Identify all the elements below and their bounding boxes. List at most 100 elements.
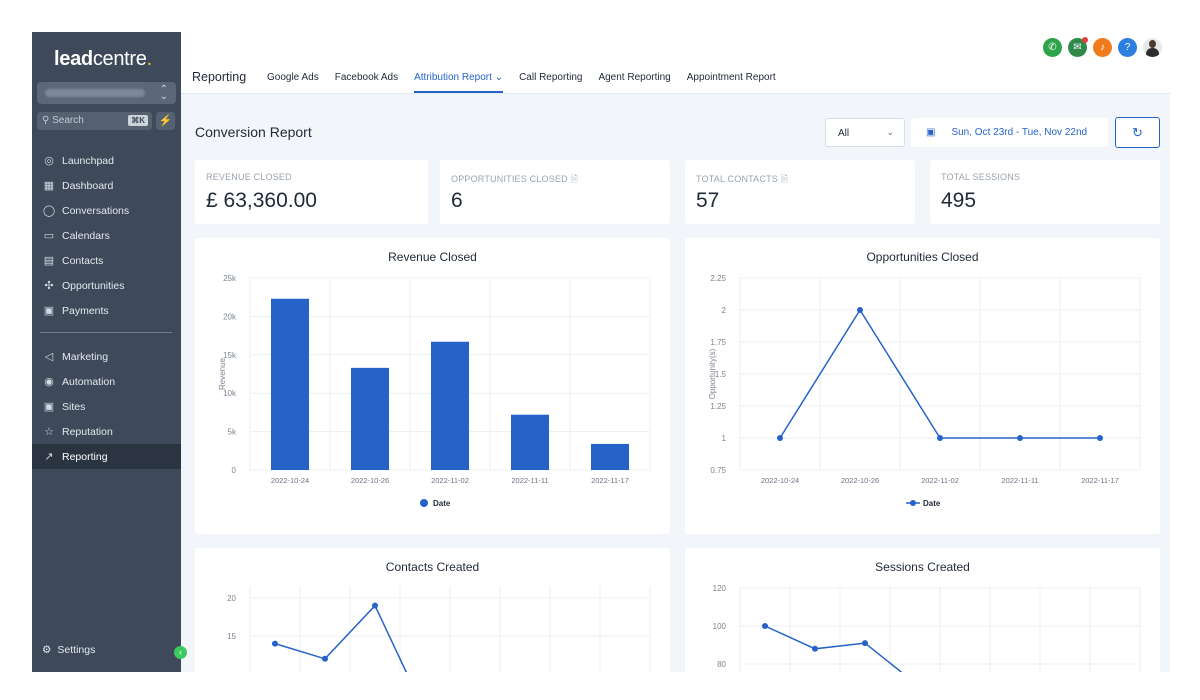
sidebar: leadcentre. ⌃ ⌄ ⚲ Search ⌘K ⚡ ◎ Launchpad ▦ D… — [32, 32, 187, 672]
payments-icon: ▣ — [43, 305, 55, 317]
data-point — [1097, 435, 1103, 441]
quick-action-bolt-icon[interactable]: ⚡ — [156, 112, 175, 130]
app-logo[interactable]: leadcentre. — [54, 48, 152, 70]
data-point — [762, 623, 768, 629]
y-tick-label: 100 — [713, 622, 727, 631]
y-tick-label: 80 — [717, 660, 726, 669]
sidebar-item-label: Sites — [62, 400, 86, 413]
revenue-bar-chart: 0 5k 10k 15k 20k 25k Revenue 2022-10-24 2022-10-… — [218, 274, 651, 508]
stat-value: 495 — [941, 189, 977, 212]
sidebar-item-label: Marketing — [62, 350, 109, 363]
sites-icon: ▣ — [43, 401, 55, 413]
bell-icon[interactable]: ♪ — [1093, 38, 1112, 57]
y-tick-label: 20 — [227, 594, 236, 603]
x-tick-label: 2022-11-17 — [1081, 476, 1119, 485]
x-tick-label: 2022-10-26 — [841, 476, 879, 485]
sidebar-item-label: Automation — [62, 375, 116, 388]
sidebar-item-label: Reputation — [62, 425, 113, 438]
y-tick-label: 2 — [722, 306, 727, 315]
sidebar-item-automation[interactable]: ◉ Automation — [32, 369, 181, 394]
sidebar-item-label: Launchpad — [62, 154, 114, 167]
shortcut-badge: ⌘K — [128, 115, 148, 126]
y-tick-label: 20k — [223, 312, 237, 321]
legend-label: Date — [433, 499, 451, 508]
collapse-sidebar-icon[interactable]: ‹ — [174, 646, 187, 659]
dashboard-icon: ▦ — [43, 180, 55, 192]
filter-select[interactable]: All ⌄ — [825, 118, 905, 147]
rocket-icon: ◎ — [44, 155, 54, 167]
sidebar-item-settings[interactable]: ⚙ Settings — [42, 644, 96, 656]
sidebar-item-reporting[interactable]: ↗ Reporting — [32, 444, 181, 469]
tab-call-reporting[interactable]: Call Reporting — [519, 72, 583, 83]
automation-icon: ◉ — [44, 376, 54, 388]
tab-google-ads[interactable]: Google Ads — [267, 72, 319, 83]
nav-primary: ◎ Launchpad ▦ Dashboard ◯ Conversations ▭ Calen… — [32, 148, 181, 323]
search-input[interactable]: ⚲ Search ⌘K — [37, 112, 152, 130]
chart-card-contacts: Contacts Created 15 20 — [195, 548, 670, 672]
sidebar-item-label: Dashboard — [62, 179, 114, 192]
chevron-updown-icon: ⌃ ⌄ — [159, 84, 168, 102]
refresh-button[interactable]: ↻ — [1115, 117, 1160, 148]
x-tick-label: 2022-10-26 — [351, 476, 389, 485]
sidebar-item-label: Contacts — [62, 254, 104, 267]
y-tick-label: 15k — [223, 351, 237, 360]
tab-appointment-report[interactable]: Appointment Report — [686, 72, 776, 83]
sidebar-item-dashboard[interactable]: ▦ Dashboard — [32, 173, 181, 198]
legend-label: Date — [923, 499, 941, 508]
series-line — [764, 625, 903, 672]
star-icon: ☆ — [44, 426, 54, 438]
megaphone-icon[interactable]: ✉ — [1068, 37, 1088, 57]
bar — [431, 341, 469, 470]
sidebar-item-sites[interactable]: ▣ Sites — [32, 394, 181, 419]
sidebar-item-marketing[interactable]: ◁ Marketing — [32, 344, 181, 369]
y-tick-label: 0.75 — [710, 466, 726, 475]
sidebar-item-label: Calendars — [62, 229, 110, 242]
data-point — [812, 645, 818, 652]
chat-icon: ◯ — [42, 205, 56, 217]
chart-title: Contacts Created — [385, 560, 480, 574]
date-range-picker[interactable]: ▣ Sun, Oct 23rd - Tue, Nov 22nd — [911, 118, 1108, 147]
legend-marker — [420, 499, 428, 507]
sidebar-item-conversations[interactable]: ◯ Conversations — [32, 198, 181, 223]
bar — [511, 414, 549, 470]
sidebar-item-calendars[interactable]: ▭ Calendars — [32, 223, 181, 248]
bar — [271, 298, 309, 470]
y-axis-label: Revenue — [218, 357, 227, 390]
tab-attribution-report[interactable]: Attribution Report ⌄ — [414, 72, 504, 93]
y-tick-label: 15 — [227, 632, 236, 641]
avatar[interactable] — [1143, 38, 1162, 57]
sidebar-item-label: Conversations — [62, 204, 130, 217]
stat-label: TOTAL CONTACTS 🗎 — [696, 174, 789, 184]
account-switcher[interactable]: ⌃ ⌄ — [37, 82, 176, 104]
phone-icon[interactable]: ✆ — [1043, 38, 1062, 57]
x-tick-label: 2022-11-02 — [921, 476, 959, 485]
sidebar-item-payments[interactable]: ▣ Payments — [32, 298, 181, 323]
opportunities-line-chart: 0.75 1 1.25 1.5 1.75 2 2.25 Opportunity(s) 2022-… — [708, 274, 1141, 508]
sidebar-item-label: Payments — [62, 304, 109, 317]
data-point — [777, 435, 783, 441]
y-tick-label: 2.25 — [710, 274, 726, 283]
chart-card-sessions: Sessions Created 80 100 120 — [685, 548, 1160, 672]
help-icon[interactable]: ? — [1118, 38, 1137, 57]
data-point — [272, 640, 278, 647]
tab-agent-reporting[interactable]: Agent Reporting — [598, 72, 671, 83]
stat-value: 57 — [696, 189, 720, 212]
sidebar-item-opportunities[interactable]: ✣ Opportunities — [32, 273, 181, 298]
y-tick-label: 25k — [223, 274, 237, 283]
chart-title: Sessions Created — [875, 560, 970, 574]
sidebar-item-launchpad[interactable]: ◎ Launchpad — [32, 148, 181, 173]
opportunities-icon: ✣ — [44, 280, 54, 292]
y-tick-label: 1.25 — [710, 402, 726, 411]
sessions-line-chart: 80 100 120 — [713, 584, 1141, 672]
tab-facebook-ads[interactable]: Facebook Ads — [334, 72, 399, 83]
y-tick-label: 0 — [232, 466, 237, 475]
section-title: Reporting — [192, 70, 247, 84]
stat-card-revenue: REVENUE CLOSED £ 63,360.00 — [195, 160, 428, 224]
data-point — [322, 655, 328, 662]
nav-secondary: ◁ Marketing ◉ Automation ▣ Sites ☆ Reputation ↗ R… — [32, 344, 181, 469]
stat-value: £ 63,360.00 — [206, 189, 317, 212]
stat-card-sessions: TOTAL SESSIONS 495 — [930, 160, 1160, 224]
sidebar-item-reputation[interactable]: ☆ Reputation — [32, 419, 181, 444]
calendar-icon: ▣ — [926, 127, 936, 138]
sidebar-item-contacts[interactable]: ▤ Contacts — [32, 248, 181, 273]
